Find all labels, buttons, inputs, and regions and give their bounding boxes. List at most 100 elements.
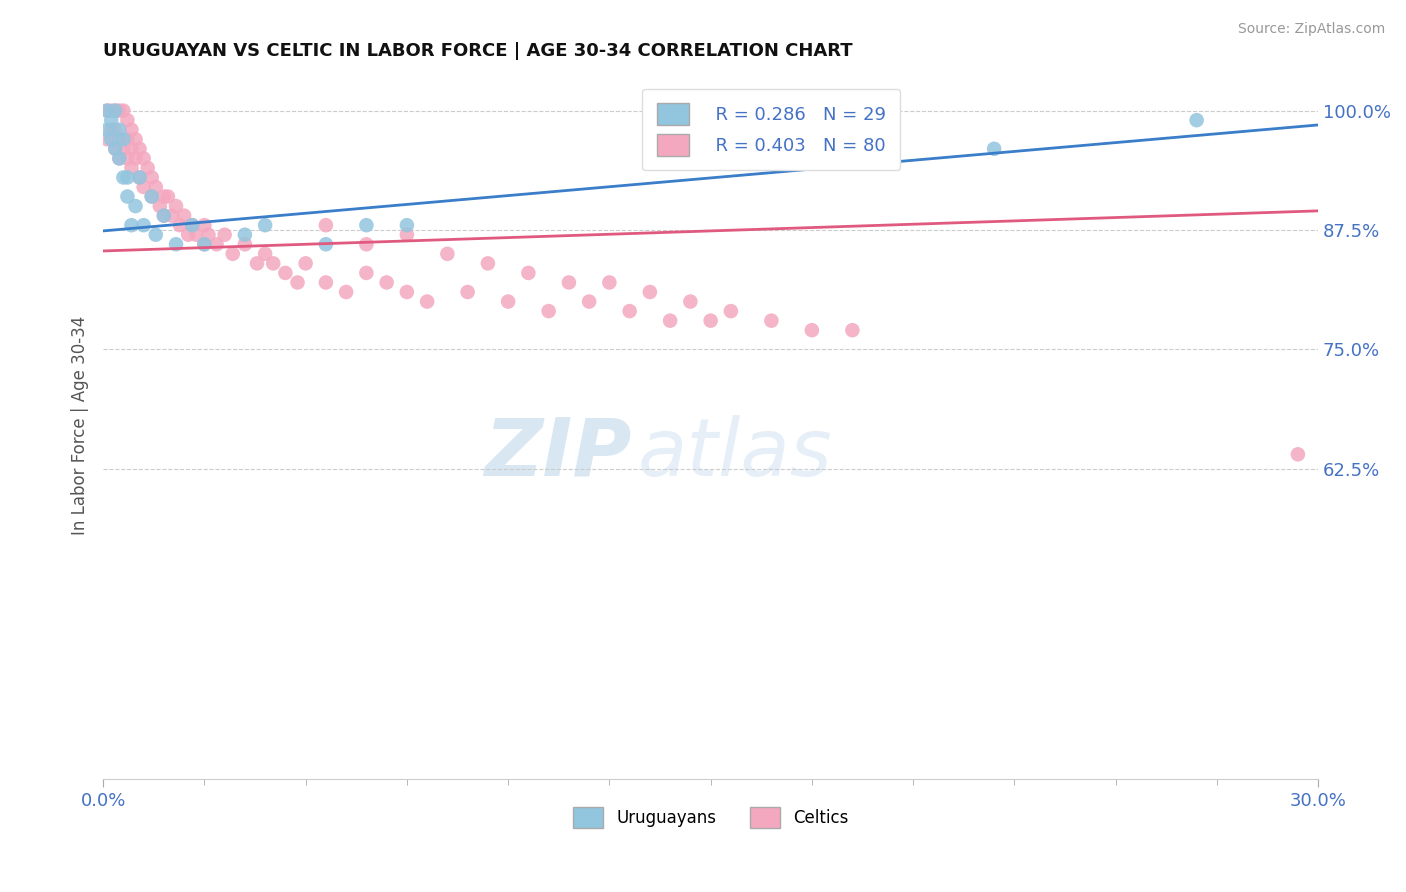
Point (100, 103, 122, 118)
Point (117, 113, 139, 128)
Point (287, 276, 309, 290)
Point (173, 209, 195, 223)
Point (254, 247, 277, 261)
Point (356, 237, 378, 252)
Point (108, 152, 131, 166)
Point (558, 276, 581, 290)
Point (517, 266, 540, 280)
Point (100, 132, 122, 146)
Point (315, 218, 337, 232)
Point (222, 247, 245, 261)
Point (104, 122, 127, 136)
Point (294, 256, 316, 270)
Point (156, 189, 179, 203)
Point (315, 237, 337, 252)
Point (233, 237, 256, 252)
Point (141, 189, 163, 203)
Point (141, 170, 163, 185)
Point (679, 294, 702, 309)
Text: ZIP: ZIP (484, 415, 631, 493)
Point (100, 122, 122, 136)
Point (128, 170, 150, 185)
Point (699, 313, 721, 327)
Point (145, 180, 167, 194)
Point (153, 209, 176, 223)
Text: URUGUAYAN VS CELTIC IN LABOR FORCE | AGE 30-34 CORRELATION CHART: URUGUAYAN VS CELTIC IN LABOR FORCE | AGE… (103, 42, 853, 60)
Point (117, 189, 139, 203)
Point (104, 142, 127, 156)
Point (145, 227, 167, 242)
Point (274, 266, 297, 280)
Point (720, 304, 742, 318)
Point (149, 199, 172, 213)
Point (262, 256, 284, 270)
Point (841, 323, 863, 337)
Point (96, 132, 118, 146)
Point (124, 199, 146, 213)
Y-axis label: In Labor Force | Age 30-34: In Labor Force | Age 30-34 (72, 316, 89, 535)
Point (96, 122, 118, 136)
Point (96, 103, 118, 118)
Point (181, 218, 204, 232)
Point (246, 256, 269, 270)
Point (254, 218, 277, 232)
Point (136, 161, 159, 175)
Point (315, 276, 337, 290)
Point (112, 103, 135, 118)
Point (165, 237, 187, 252)
Point (117, 132, 139, 146)
Point (1286, 447, 1309, 461)
Point (193, 218, 215, 232)
Point (395, 285, 418, 299)
Text: Source: ZipAtlas.com: Source: ZipAtlas.com (1237, 22, 1385, 37)
Point (395, 227, 418, 242)
Point (104, 142, 127, 156)
Point (153, 209, 176, 223)
Point (100, 113, 122, 128)
Point (186, 227, 208, 242)
Point (1185, 113, 1208, 128)
Point (197, 227, 219, 242)
Point (598, 276, 620, 290)
Point (335, 285, 357, 299)
Point (375, 276, 398, 290)
Point (578, 294, 600, 309)
Point (659, 313, 682, 327)
Point (193, 237, 215, 252)
Point (141, 189, 163, 203)
Point (537, 304, 560, 318)
Point (96, 103, 118, 118)
Point (181, 218, 204, 232)
Point (108, 103, 131, 118)
Point (233, 227, 256, 242)
Point (121, 122, 143, 136)
Point (496, 294, 519, 309)
Point (436, 247, 458, 261)
Point (112, 170, 135, 185)
Point (356, 266, 378, 280)
Point (124, 132, 146, 146)
Point (108, 132, 131, 146)
Point (112, 142, 135, 156)
Point (117, 170, 139, 185)
Point (132, 152, 155, 166)
Point (117, 152, 139, 166)
Point (395, 218, 418, 232)
Text: atlas: atlas (638, 415, 832, 493)
Point (132, 180, 155, 194)
Point (457, 285, 479, 299)
Point (121, 218, 143, 232)
Point (983, 142, 1005, 156)
Point (153, 189, 176, 203)
Point (121, 161, 143, 175)
Point (356, 218, 378, 232)
Point (477, 256, 499, 270)
Point (128, 142, 150, 156)
Point (124, 152, 146, 166)
Point (132, 218, 155, 232)
Point (104, 103, 127, 118)
Point (169, 218, 191, 232)
Point (108, 152, 131, 166)
Point (761, 313, 783, 327)
Point (619, 304, 641, 318)
